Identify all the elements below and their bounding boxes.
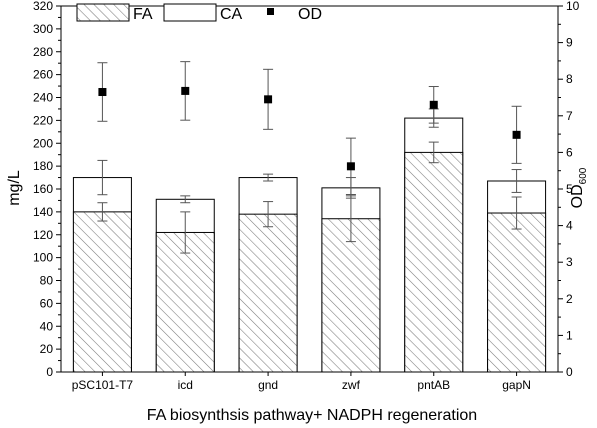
y2-tick-label: 0 — [566, 365, 573, 379]
legend-fa-label: FA — [133, 6, 153, 23]
y2-tick-label: 10 — [566, 0, 580, 13]
bars-layer — [72, 117, 547, 373]
od-point — [181, 86, 190, 95]
y-tick-label: 260 — [33, 68, 53, 82]
y2-tick-label: 4 — [566, 219, 573, 233]
y2-axis-title-main: OD — [569, 184, 586, 208]
y2-axis-title-sub: 600 — [578, 167, 589, 184]
x-tick-label: pntAB — [417, 378, 450, 392]
y2-tick-label: 8 — [566, 72, 573, 86]
x-axis-title: FA biosynthsis pathway+ NADPH regenerati… — [147, 407, 477, 424]
y2-tick-label: 9 — [566, 36, 573, 50]
fa-bar — [238, 213, 298, 373]
od-markers-layer — [98, 86, 521, 171]
y2-tick-label: 1 — [566, 328, 573, 342]
y-tick-label: 200 — [33, 136, 53, 150]
y2-tick-label: 7 — [566, 109, 573, 123]
y-tick-label: 300 — [33, 22, 53, 36]
fa-bar — [72, 211, 132, 373]
legend-fa-swatch — [76, 3, 130, 22]
x-tick-label: icd — [178, 378, 193, 392]
y-tick-label: 160 — [33, 182, 53, 196]
legend-ca-swatch — [163, 3, 217, 22]
y2-tick-label: 2 — [566, 292, 573, 306]
y-tick-label: 280 — [33, 45, 53, 59]
legend-od-marker — [267, 8, 274, 15]
y-tick-label: 180 — [33, 159, 53, 173]
x-tick-label: gnd — [258, 378, 278, 392]
plot-frame — [60, 5, 559, 373]
legend-ca-label: CA — [220, 6, 243, 23]
od-point — [346, 162, 355, 171]
od-point — [264, 95, 273, 104]
y2-tick-label: 6 — [566, 145, 573, 159]
y-tick-label: 140 — [33, 205, 53, 219]
od-point — [429, 100, 438, 109]
od-point — [512, 130, 521, 139]
y-tick-label: 40 — [40, 319, 54, 333]
y-tick-label: 320 — [33, 0, 53, 13]
legend-od-label: OD — [298, 6, 322, 23]
y-tick-label: 60 — [40, 296, 54, 310]
y-tick-label: 100 — [33, 251, 53, 265]
y2-axis-title: OD600 — [569, 167, 589, 208]
fa-bar — [321, 218, 381, 373]
y-tick-label: 220 — [33, 113, 53, 127]
y-tick-label: 0 — [46, 365, 53, 379]
y-tick-label: 240 — [33, 91, 53, 105]
fa-bar — [487, 212, 547, 373]
x-tick-label: zwf — [342, 378, 361, 392]
y2-tick-label: 5 — [566, 182, 573, 196]
y-tick-label: 20 — [40, 342, 54, 356]
x-tick-label: gapN — [502, 378, 531, 392]
axes-layer: pSC101-T7 icd gnd zwf pntAB gapN0204060801001… — [33, 0, 580, 392]
od-point — [98, 88, 107, 97]
plot-area — [60, 5, 559, 373]
fa-bar — [404, 151, 464, 373]
legend: FA CA OD — [76, 3, 322, 23]
y-tick-label: 120 — [33, 228, 53, 242]
y-axis-title: mg/L — [6, 170, 23, 206]
y-tick-label: 80 — [40, 274, 54, 288]
x-tick-label: pSC101-T7 — [72, 378, 134, 392]
y2-tick-label: 3 — [566, 255, 573, 269]
